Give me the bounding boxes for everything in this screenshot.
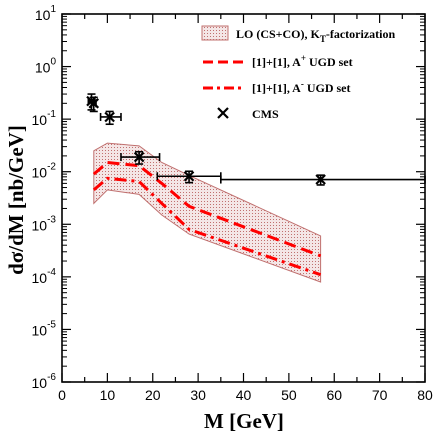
legend-dashed-label: [1]+[1], A+ UGD set — [252, 53, 353, 69]
axes: 0 10 20 30 40 50 60 70 80 10-6 10-5 10-4 10-3 10-2 10-… — [32, 4, 433, 403]
x-tick-label-30: 30 — [190, 387, 206, 403]
cms-point-2 — [99, 110, 122, 126]
y-tick-label--5: 10-5 — [32, 319, 57, 338]
cms-marker-b-1 — [88, 98, 100, 109]
cms-marker-b-3 — [133, 151, 145, 163]
legend-band-label: LO (CS+CO), KT-factorization — [236, 27, 395, 44]
y-tick-label--1: 10-1 — [32, 109, 57, 128]
cms-marker-b-2 — [104, 111, 115, 123]
x-tick-label-20: 20 — [145, 387, 161, 403]
y-tick-label--6: 10-6 — [32, 372, 57, 391]
plot-frame — [61, 13, 426, 383]
y-tick-label--3: 10-3 — [32, 214, 57, 233]
y-tick-label-0: 100 — [35, 57, 57, 76]
x-tick-label-40: 40 — [236, 387, 252, 403]
cms-point-5 — [220, 174, 426, 186]
x-tick-label-70: 70 — [372, 387, 388, 403]
y-tick-label--4: 10-4 — [32, 267, 57, 286]
plot-area — [86, 93, 426, 283]
x-tick-label-0: 0 — [58, 387, 66, 403]
legend: LO (CS+CO), KT-factorization [1]+[1], A+… — [201, 25, 395, 121]
x-tick-label-50: 50 — [281, 387, 297, 403]
y-tick-label-1: 101 — [35, 4, 57, 23]
cms-point-1 — [88, 96, 100, 113]
x-tick-label-10: 10 — [100, 387, 116, 403]
legend-band-sub: T — [320, 34, 326, 44]
legend-dashdot-label: [1]+[1], A- UGD set — [252, 79, 351, 95]
x-axis-title: M [GeV] — [204, 409, 284, 433]
legend-band-swatch — [201, 25, 229, 41]
cms-point-3 — [120, 150, 161, 165]
legend-cms-marker — [217, 107, 229, 119]
series-line-1 — [92, 176, 322, 277]
x-tick-label-80: 80 — [417, 387, 433, 403]
y-axis-title: dσ/dM [nb/GeV] — [4, 125, 28, 275]
cms-marker-b-5 — [315, 174, 326, 185]
y-tick-label--2: 10-2 — [32, 162, 57, 181]
cms-marker-b-4 — [183, 170, 195, 182]
legend-cms-label: CMS — [252, 107, 279, 121]
x-tick-label-60: 60 — [326, 387, 342, 403]
series-line-0 — [92, 160, 322, 258]
